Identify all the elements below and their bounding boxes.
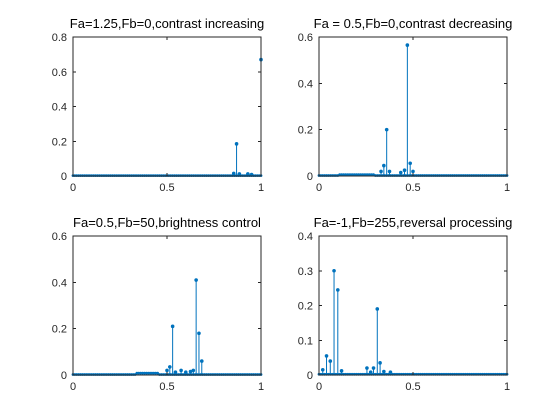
stem-marker xyxy=(378,361,382,365)
stem-marker xyxy=(179,368,183,373)
stem-marker xyxy=(246,172,250,176)
stem-marker xyxy=(388,370,393,375)
y-tick-label: 0.4 xyxy=(52,277,67,289)
stem-marker xyxy=(197,331,201,336)
y-tick-label: 0.2 xyxy=(298,125,313,137)
stem-marker xyxy=(371,366,376,370)
y-tick-label: 0.2 xyxy=(52,324,67,336)
x-tick-label: 0 xyxy=(70,381,76,393)
y-tick-label: 0.8 xyxy=(52,32,67,44)
x-tick-label: 0 xyxy=(316,381,322,393)
stem-marker xyxy=(339,369,344,373)
y-tick-label: 0.6 xyxy=(52,231,67,243)
stem-marker xyxy=(382,163,386,168)
y-tick-label: 0 xyxy=(61,171,67,183)
stem-marker xyxy=(405,43,410,47)
y-tick-label: 0.2 xyxy=(52,136,67,148)
subplot-4: Fa=-1,Fb=255,reversal processing 0 0.5 1 0 0.… xyxy=(298,215,513,393)
stem-marker xyxy=(173,370,178,375)
stem-marker xyxy=(188,369,193,374)
x-tick-label: 0 xyxy=(70,182,76,194)
stem-marker xyxy=(194,278,198,282)
y-tick-label: 0.6 xyxy=(52,67,67,79)
stem-marker xyxy=(231,171,236,176)
x-tick-label: 0 xyxy=(316,182,322,194)
stem-marker xyxy=(382,369,386,374)
stem-marker xyxy=(324,354,329,358)
stem-marker xyxy=(336,288,340,292)
y-tick-label: 0 xyxy=(61,370,67,382)
stem-marker xyxy=(184,370,188,375)
stem-marker xyxy=(398,170,403,175)
stem-marker xyxy=(368,370,373,375)
x-tick-label: 0.5 xyxy=(159,182,174,194)
stem-marker xyxy=(191,368,196,373)
stem-marker xyxy=(387,169,392,174)
y-tick-label: 0.3 xyxy=(298,266,313,278)
stem-marker xyxy=(320,367,325,372)
y-tick-label: 0 xyxy=(307,171,313,183)
stem-marker xyxy=(165,368,169,373)
x-tick-label: 1 xyxy=(258,381,264,393)
chart-title: Fa = 0.5,Fb=0,contrast decreasing xyxy=(314,16,513,31)
y-tick-label: 0.1 xyxy=(298,335,313,347)
x-tick-label: 1 xyxy=(504,381,510,393)
y-tick-label: 0.6 xyxy=(298,32,313,44)
stem-marker xyxy=(199,359,204,363)
chart-title: Fa=0.5,Fb=50,brightness control xyxy=(73,215,261,230)
chart-title: Fa=-1,Fb=255,reversal processing xyxy=(314,215,513,230)
x-tick-label: 0.5 xyxy=(405,182,420,194)
x-tick-label: 1 xyxy=(258,182,264,194)
subplot-2: Fa = 0.5,Fb=0,contrast decreasing 0 0.5 1 0 0… xyxy=(298,16,513,194)
subplot-1: Fa=1.25,Fb=0,contrast increasing 0 0.5 1 0 0.… xyxy=(52,16,264,194)
stem-marker xyxy=(365,366,369,370)
x-tick-label: 1 xyxy=(504,182,510,194)
y-tick-label: 0.4 xyxy=(52,102,67,114)
stem-marker xyxy=(384,127,389,132)
x-tick-label: 0.5 xyxy=(405,381,420,393)
y-tick-label: 0.4 xyxy=(298,78,313,90)
x-tick-label: 0.5 xyxy=(159,381,174,393)
y-tick-label: 0 xyxy=(307,370,313,382)
stem-marker xyxy=(168,365,172,369)
y-tick-label: 0.2 xyxy=(298,301,313,313)
stem-marker xyxy=(408,161,412,166)
stem-marker xyxy=(234,142,239,146)
stem-marker xyxy=(328,359,333,363)
stem-marker xyxy=(332,268,336,273)
stem-marker xyxy=(375,307,380,311)
stem-marker xyxy=(379,169,383,174)
subplot-3: Fa=0.5,Fb=50,brightness control 0 0.5 1 0 0.2… xyxy=(52,215,264,393)
stem-marker xyxy=(402,168,407,173)
stem-marker xyxy=(237,172,242,176)
y-tick-label: 0.4 xyxy=(298,231,313,243)
stem-marker xyxy=(411,169,415,174)
stem-marker xyxy=(170,324,175,329)
chart-title: Fa=1.25,Fb=0,contrast increasing xyxy=(70,16,264,31)
